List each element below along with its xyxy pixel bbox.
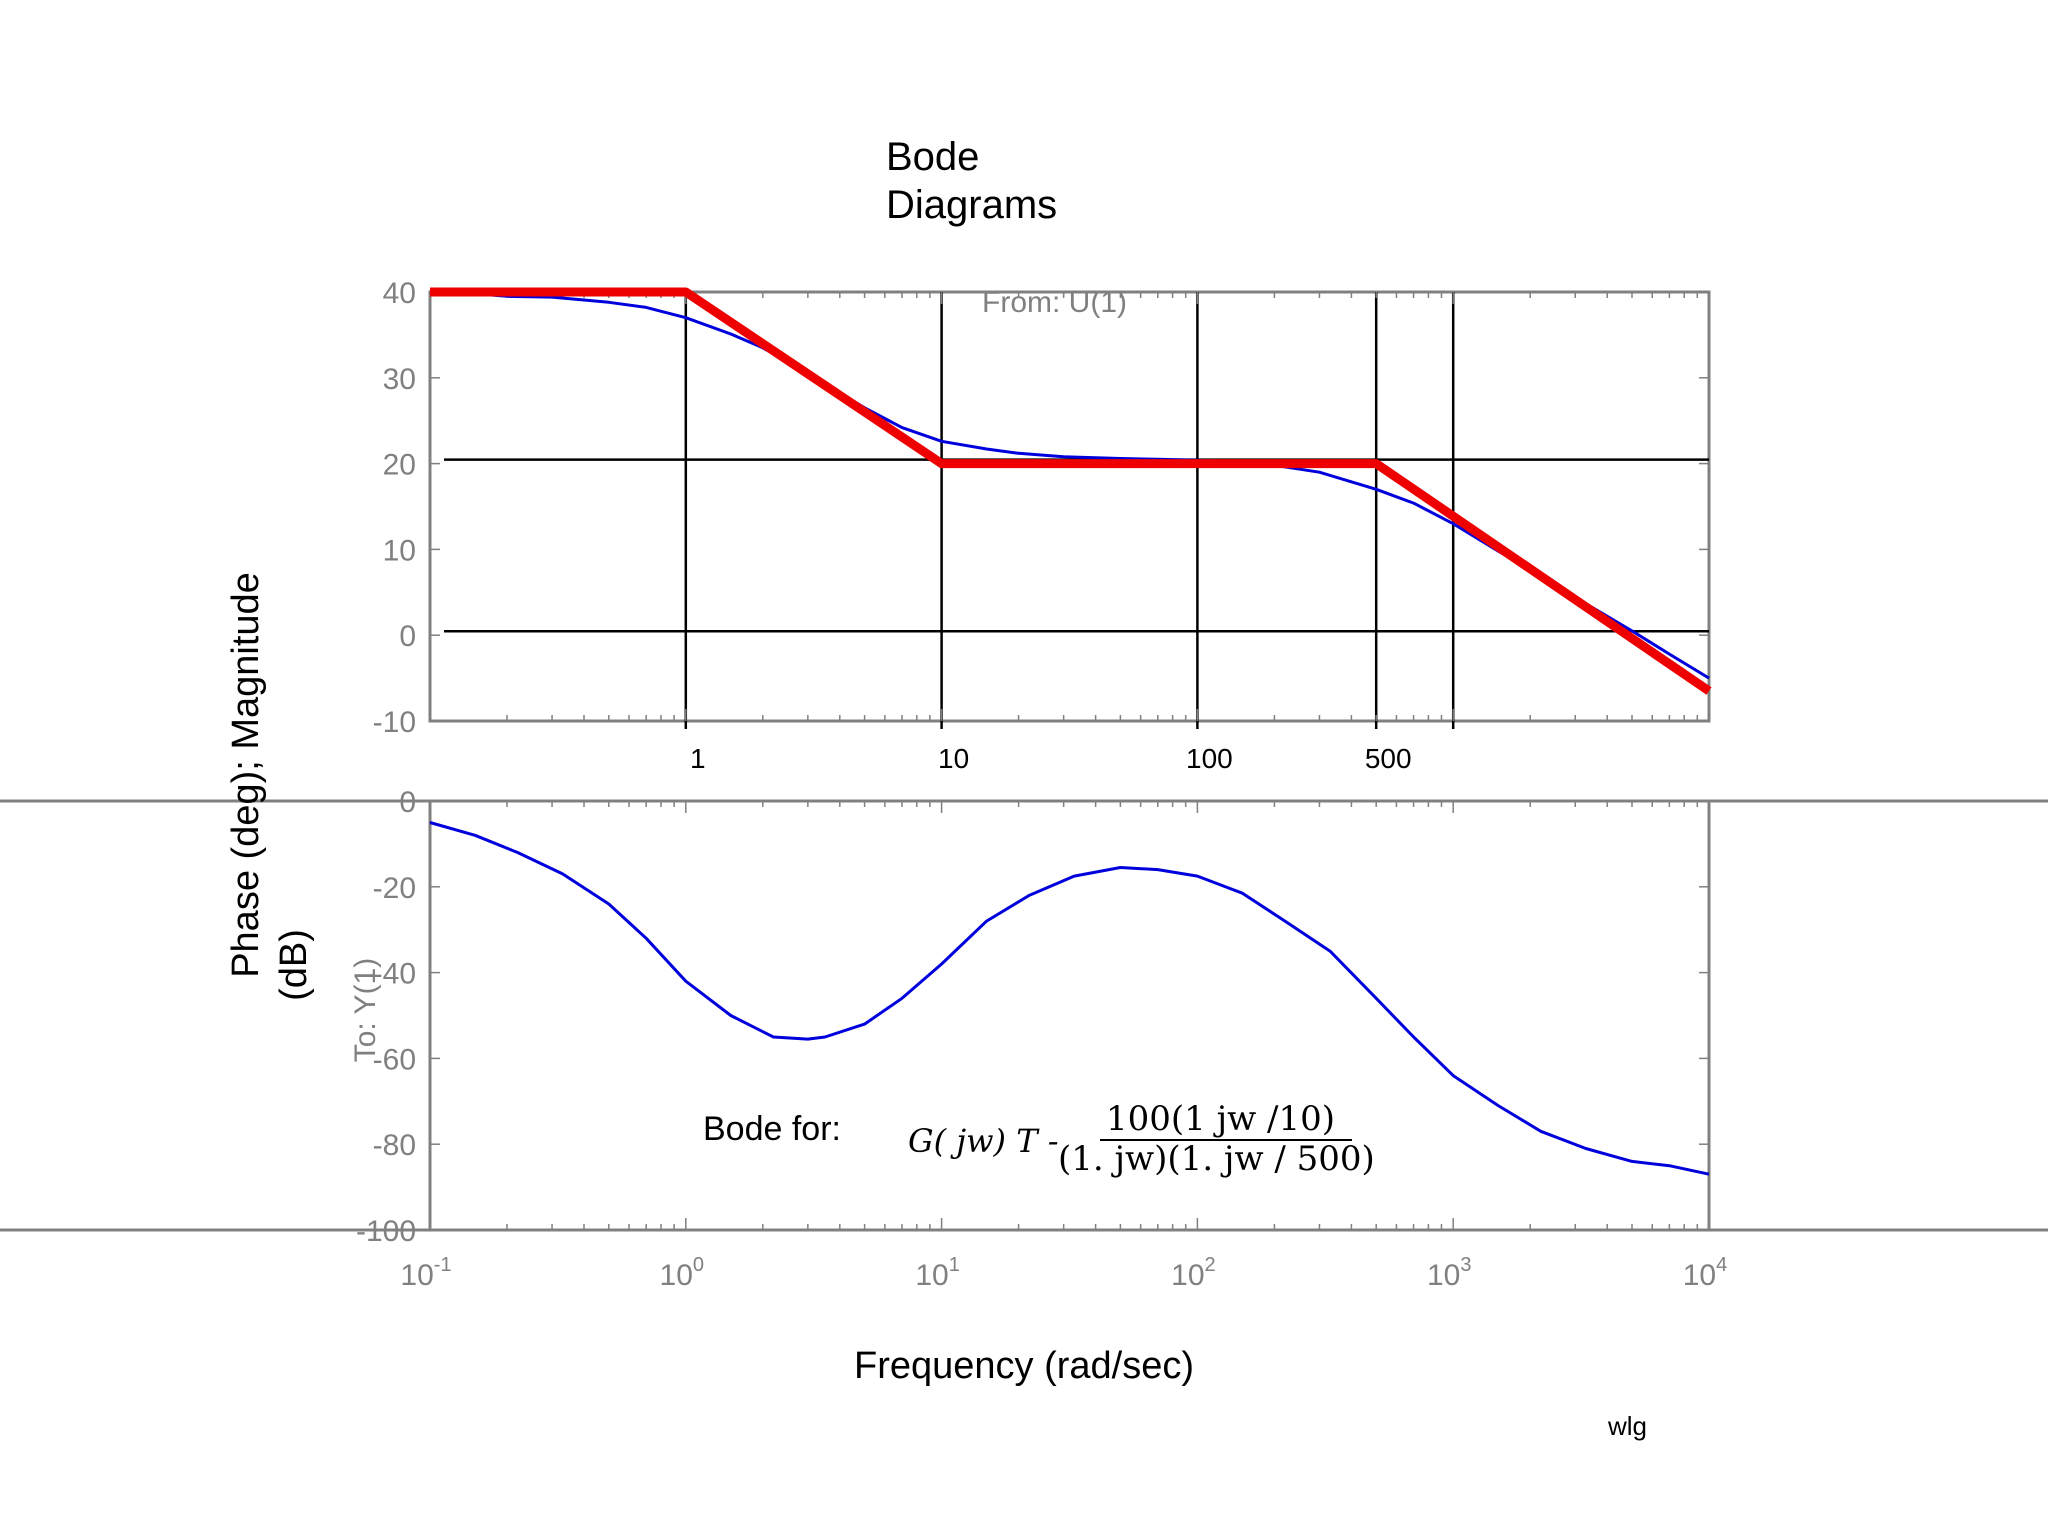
phase-x-tick-label: 103: [1427, 1254, 1472, 1292]
phase-x-tick-label: 104: [1683, 1254, 1728, 1292]
magnitude-y-tick-label: 30: [383, 363, 416, 396]
magnitude-y-tick-label: 40: [383, 277, 416, 310]
magnitude-y-tick-label: -10: [373, 706, 416, 739]
magnitude-y-tick-label: 0: [399, 620, 416, 653]
phase-y-tick-label: -20: [373, 872, 416, 905]
chart-title-line2: Diagrams: [886, 183, 1057, 227]
magnitude-guide-label: 1: [690, 743, 706, 774]
bode-for-label: Bode for:: [703, 1110, 841, 1148]
phase-y-tick-label: -100: [356, 1215, 416, 1248]
magnitude-guide-label: 100: [1186, 743, 1233, 774]
magnitude-y-tick-label: 10: [383, 534, 416, 567]
phase-x-tick-label: 101: [915, 1254, 960, 1292]
to-label: To: Y(1): [349, 958, 382, 1063]
author-label: wlg: [1607, 1411, 1647, 1441]
transfer-function-denominator: (1. jw)(1. jw / 500): [1058, 1139, 1375, 1179]
phase-x-tick-label: 100: [660, 1254, 705, 1292]
phase-x-tick-label: 10-1: [400, 1254, 451, 1292]
phase-y-tick-label: -40: [373, 958, 416, 991]
transfer-function-lhs: G( jw) T -: [908, 1122, 1059, 1160]
phase-actual-line: [429, 821, 1710, 1176]
magnitude-guide-label: 10: [938, 743, 969, 774]
magnitude-y-tick-label: 20: [383, 449, 416, 482]
phase-x-tick-label: 102: [1171, 1254, 1216, 1292]
from-label: From: U(1): [982, 286, 1127, 319]
phase-y-tick-label: -80: [373, 1129, 416, 1162]
chart-title-line1: Bode: [886, 135, 979, 179]
magnitude-actual-line: [429, 290, 1710, 680]
magnitude-guide-label: 500: [1365, 743, 1412, 774]
phase-y-tick-label: -60: [373, 1043, 416, 1076]
phase-y-tick-label: 0: [399, 786, 416, 819]
transfer-function-numerator: 100(1 jw /10): [1106, 1099, 1335, 1139]
magnitude-asymptote-line: [430, 287, 1712, 695]
magnitude-plot-frame: [428, 290, 1711, 723]
y-axis-label-line2: (dB): [273, 929, 315, 1001]
y-axis-label-line1: Phase (deg); Magnitude: [225, 572, 267, 978]
x-axis-label: Frequency (rad/sec): [854, 1345, 1194, 1387]
